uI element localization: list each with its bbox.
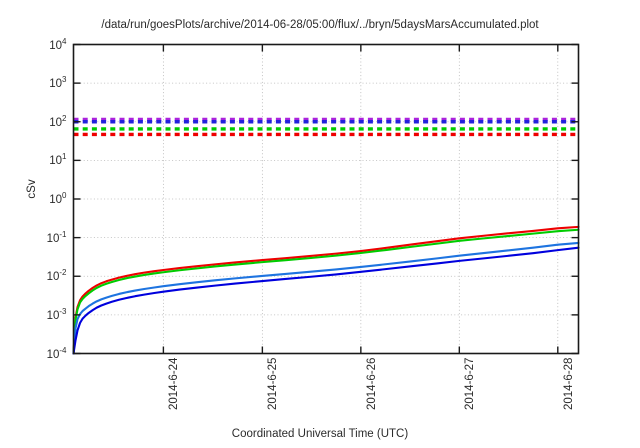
plot-title: /data/run/goesPlots/archive/2014-06-28/0… — [101, 19, 539, 31]
x-tick-label: 2014-6-24 — [168, 357, 181, 410]
y-tick-label: 10-1 — [46, 229, 67, 245]
x-tick-label: 2014-6-27 — [464, 357, 477, 410]
accumulated-dose-dark-blue — [72, 246, 580, 355]
y-tick-label: 100 — [49, 191, 67, 206]
data-series — [72, 225, 580, 355]
y-tick-label: 101 — [49, 152, 67, 168]
accumulated-dose-red — [72, 225, 580, 355]
grid-lines — [73, 44, 579, 354]
threshold-lines — [73, 117, 579, 137]
y-tick-label: 104 — [49, 36, 67, 52]
y-tick-label: 10-3 — [46, 306, 67, 322]
y-tick-label: 10-2 — [46, 268, 67, 284]
axis-ticks — [73, 43, 579, 355]
x-tick-label: 2014-6-25 — [267, 357, 280, 410]
accumulated-dose-light-blue — [72, 241, 580, 355]
x-tick-label: 2014-6-28 — [562, 357, 575, 410]
y-tick-label: 102 — [49, 113, 67, 129]
x-axis-title: Coordinated Universal Time (UTC) — [231, 428, 409, 440]
y-tick-label: 10-4 — [46, 345, 67, 361]
accumulated-dose-green — [72, 228, 580, 355]
x-tick-label: 2014-6-26 — [365, 357, 378, 410]
y-tick-label: 103 — [49, 75, 67, 90]
